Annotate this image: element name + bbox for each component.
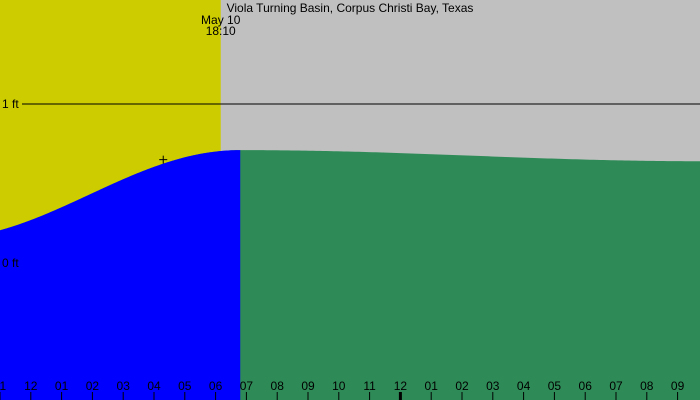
x-tick-label: 12	[24, 379, 38, 393]
x-tick-label: 02	[86, 379, 100, 393]
x-tick-label: 05	[548, 379, 562, 393]
x-tick-label: 06	[579, 379, 593, 393]
x-tick-label: 02	[455, 379, 469, 393]
y-tick-label: 0 ft	[2, 256, 19, 270]
x-tick-label: 01	[425, 379, 439, 393]
x-tick-label: 07	[609, 379, 623, 393]
x-tick-label: 01	[55, 379, 69, 393]
y-tick-label: 1 ft	[2, 97, 19, 111]
axis-layer: 11 12 01 02 03 04 05 06 07 08 09 10 11 12 01 02 03 04 05 06…	[0, 379, 685, 400]
tide-layer	[0, 150, 700, 400]
x-tick-label: 03	[117, 379, 131, 393]
x-tick-label: 03	[486, 379, 500, 393]
x-tick-label: 09	[301, 379, 315, 393]
x-tick-label: 07	[240, 379, 254, 393]
x-tick-label: 12	[394, 379, 408, 393]
sunset-time: 18:10	[206, 24, 236, 38]
tide-highlight-area	[0, 150, 241, 400]
x-tick-label: 05	[178, 379, 192, 393]
x-tick-label: 08	[271, 379, 285, 393]
grid-layer	[22, 103, 700, 164]
x-tick-label: 06	[209, 379, 223, 393]
x-tick-label: 09	[671, 379, 685, 393]
x-tick-label: 04	[517, 379, 531, 393]
x-tick-label: 11	[363, 379, 376, 393]
x-tick-label: 04	[147, 379, 161, 393]
sunset-date: May 10	[201, 13, 241, 27]
x-tick-label: 11	[0, 379, 7, 393]
x-tick-label: 10	[332, 379, 346, 393]
chart-title: Viola Turning Basin, Corpus Christi Bay,…	[227, 1, 474, 15]
x-tick-label: 08	[640, 379, 654, 393]
